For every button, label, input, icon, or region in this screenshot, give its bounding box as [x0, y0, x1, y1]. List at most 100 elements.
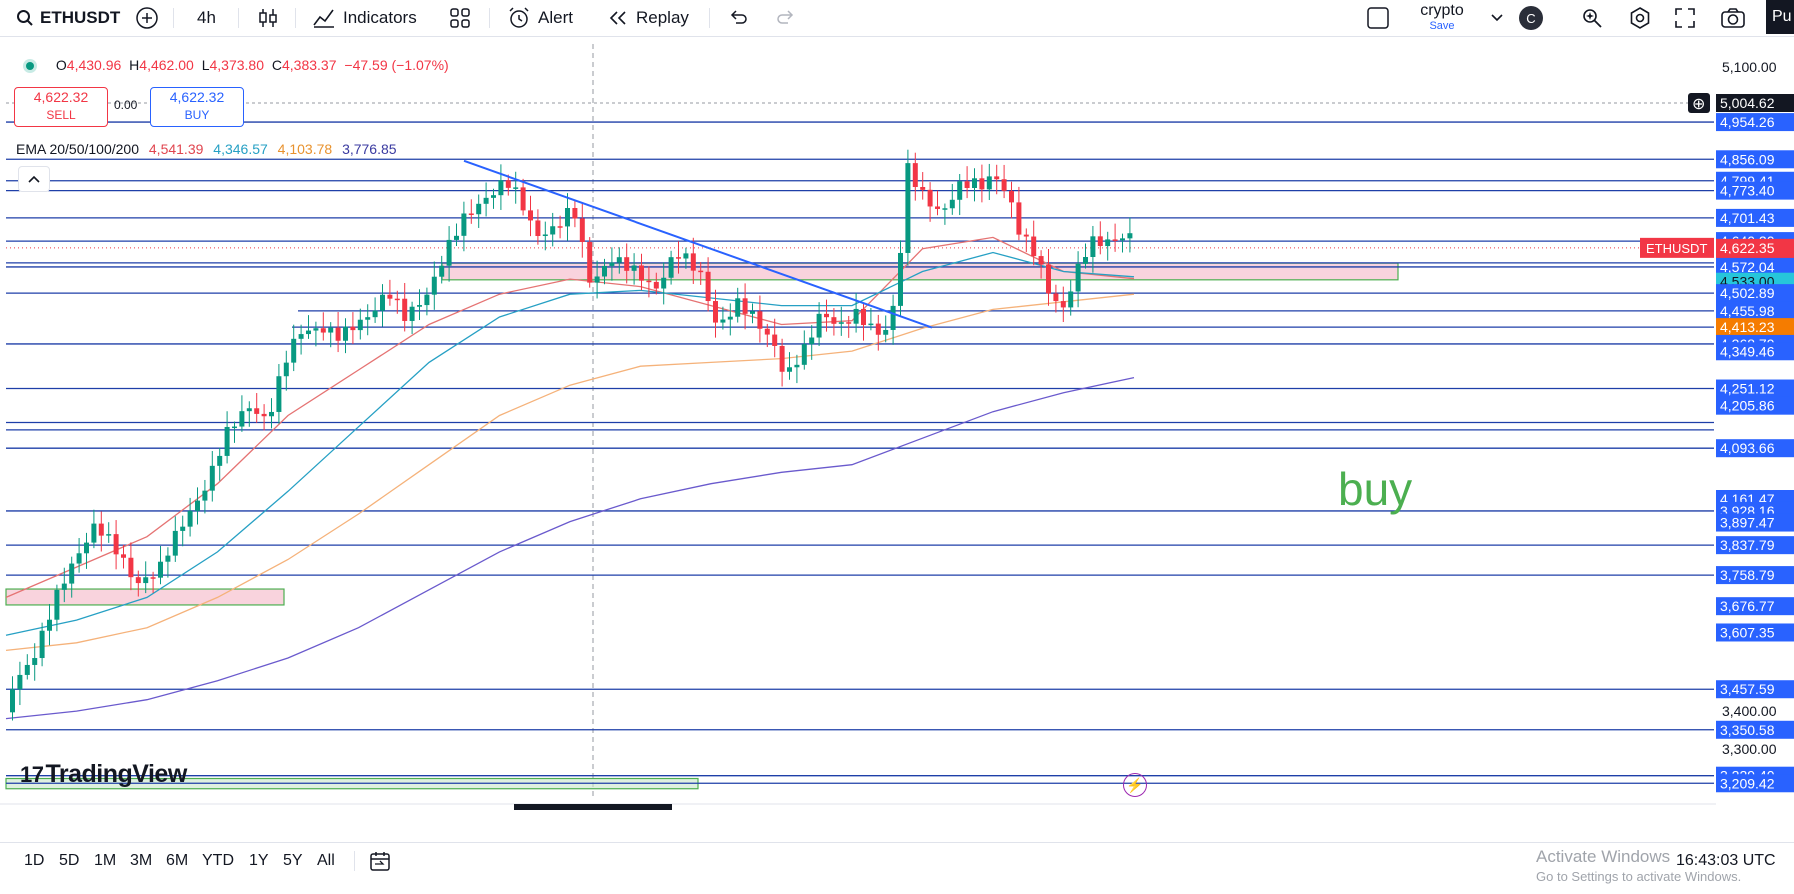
candle — [402, 298, 408, 321]
user-avatar[interactable]: C — [1519, 0, 1543, 36]
chart-area[interactable]: 5,004.62 4,954.26 4,856.09 4,799.41 4,773.40… — [0, 40, 1794, 810]
replay-button[interactable]: Replay — [607, 0, 689, 36]
top-toolbar: ETHUSDT 4h Indicators Alert Replay crypt… — [0, 0, 1794, 37]
avatar-icon: C — [1519, 6, 1543, 30]
range-5y[interactable]: 5Y — [283, 843, 303, 879]
price-label: 4,773.40 — [1720, 183, 1775, 199]
candle — [683, 253, 689, 259]
range-1y[interactable]: 1Y — [249, 843, 269, 879]
candle — [261, 413, 267, 417]
price-label: 3,837.79 — [1720, 537, 1775, 553]
templates-button[interactable] — [449, 0, 471, 36]
price-label: 3,607.35 — [1720, 624, 1775, 640]
utc-clock[interactable]: 16:43:03 UTC — [1676, 843, 1776, 879]
candle — [505, 180, 511, 188]
demand-zone — [441, 262, 1399, 281]
price-chart[interactable]: 5,004.624,954.264,856.094,799.414,773.40… — [0, 40, 1794, 810]
interval-button[interactable]: 4h — [197, 0, 216, 36]
candle — [165, 555, 171, 562]
candle — [986, 176, 992, 190]
candle — [668, 257, 674, 278]
candle — [32, 658, 38, 665]
candle — [1097, 236, 1103, 247]
price-label-bg — [1716, 396, 1794, 415]
events-icon[interactable]: ⚡ — [1123, 773, 1147, 797]
candle — [180, 526, 186, 531]
range-ytd[interactable]: YTD — [202, 843, 234, 879]
price-label: 5,004.62 — [1720, 95, 1775, 111]
brand-name: TradingView — [45, 760, 187, 788]
range-all[interactable]: All — [317, 843, 335, 879]
quick-search-button[interactable] — [1580, 0, 1604, 36]
ema-legend[interactable]: EMA 20/50/100/200 4,541.39 4,346.57 4,10… — [16, 141, 397, 157]
candle — [920, 187, 926, 190]
candle — [979, 178, 985, 190]
candle — [150, 577, 156, 579]
candle — [794, 364, 800, 368]
tradingview-logo: 17TradingView — [20, 760, 187, 789]
calendar-icon — [370, 852, 390, 871]
collapse-legend-button[interactable] — [18, 166, 50, 192]
range-1d[interactable]: 1D — [24, 843, 44, 879]
candle — [269, 411, 274, 417]
price-label: 4,572.04 — [1720, 259, 1775, 275]
ema-line — [5, 251, 1135, 636]
indicators-button[interactable]: Indicators — [312, 0, 417, 36]
compare-button[interactable] — [135, 0, 159, 36]
candle — [1090, 236, 1096, 257]
buy-button[interactable]: 4,622.32 BUY — [150, 87, 244, 127]
price-label-bg — [1716, 150, 1794, 169]
alert-button[interactable]: Alert — [507, 0, 573, 36]
candle — [935, 206, 940, 209]
redo-button[interactable] — [775, 0, 797, 36]
publish-button[interactable]: Pu — [1766, 0, 1794, 34]
symbol-search[interactable]: ETHUSDT — [16, 0, 120, 36]
fullscreen-button[interactable] — [1674, 0, 1696, 36]
candle — [76, 553, 82, 564]
candle — [742, 298, 748, 314]
range-5d[interactable]: 5D — [59, 843, 79, 879]
divider — [354, 851, 355, 871]
chart-type-button[interactable] — [257, 0, 279, 36]
candle — [883, 329, 889, 335]
undo-button[interactable] — [727, 0, 749, 36]
gear-icon — [1630, 7, 1650, 29]
bottom-toolbar: 1D 5D 1M 3M 6M YTD 1Y 5Y All Activate Wi… — [0, 842, 1794, 884]
candle — [158, 561, 163, 578]
candle — [113, 534, 119, 555]
price-label-bg — [1716, 379, 1794, 398]
y-axis-tick: 5,100.00 — [1722, 59, 1777, 75]
range-3m[interactable]: 3M — [130, 843, 152, 879]
select-layout-checkbox[interactable] — [1366, 0, 1390, 36]
chevron-down-icon — [1491, 14, 1503, 22]
settings-button[interactable] — [1628, 0, 1652, 36]
symbol-marker-bg — [1640, 237, 1714, 258]
range-1m[interactable]: 1M — [94, 843, 116, 879]
candle — [1046, 264, 1051, 294]
buy-annotation[interactable]: buy — [1338, 463, 1413, 515]
candle — [224, 426, 230, 456]
price-label-bg — [1716, 342, 1794, 361]
candle — [291, 338, 297, 363]
candle — [1120, 238, 1125, 241]
divider — [238, 8, 239, 28]
candle — [202, 490, 208, 501]
range-6m[interactable]: 6M — [166, 843, 188, 879]
grid-icon — [450, 8, 470, 28]
candle — [1016, 202, 1022, 235]
candle — [232, 426, 237, 429]
layout-menu-button[interactable] — [1490, 0, 1504, 36]
candle — [550, 226, 556, 235]
layout-name: crypto — [1420, 2, 1464, 19]
candle — [735, 298, 741, 317]
sell-button[interactable]: 4,622.32 SELL — [14, 87, 108, 127]
price-label-bg — [1716, 284, 1794, 303]
candle — [824, 313, 829, 318]
snapshot-button[interactable] — [1720, 0, 1746, 36]
goto-date-button[interactable] — [368, 843, 392, 879]
range-label: 3M — [130, 852, 153, 869]
candle — [713, 301, 718, 323]
layout-name-button[interactable]: crypto Save — [1400, 2, 1484, 34]
candle — [579, 218, 585, 242]
candle — [1083, 256, 1088, 264]
